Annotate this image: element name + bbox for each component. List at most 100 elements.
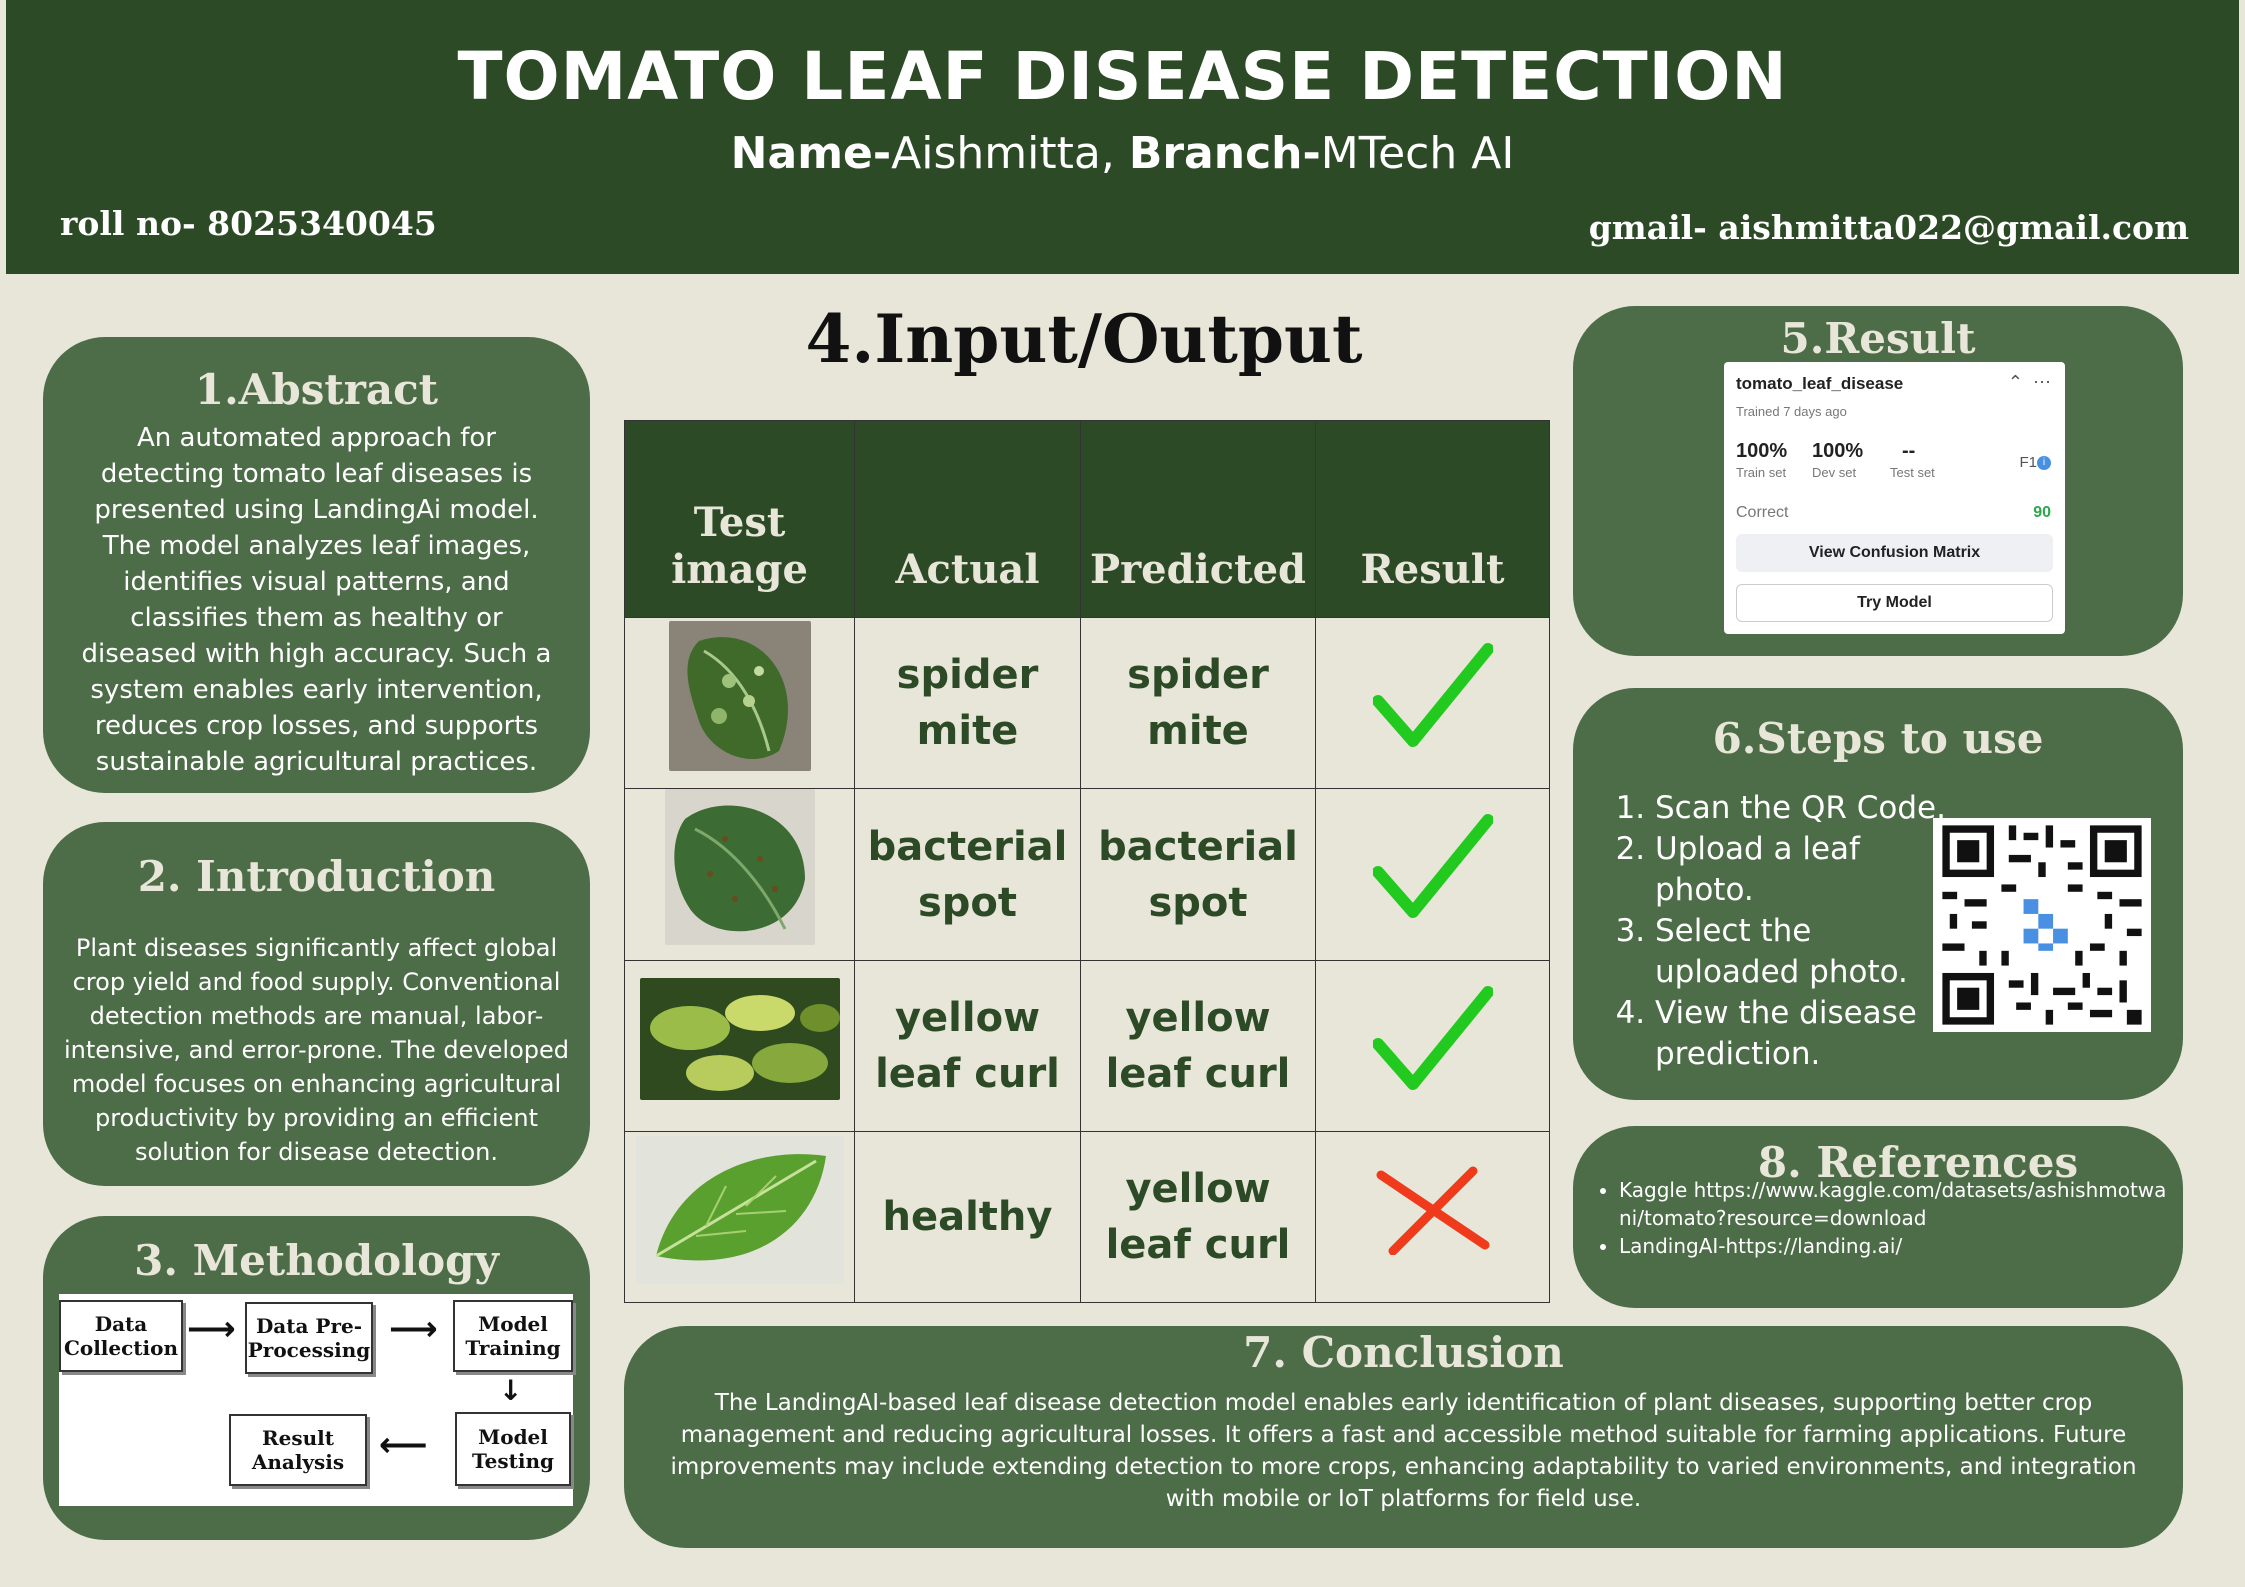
col-test-image: Test image (624, 420, 855, 618)
flow-step-model-testing: Model Testing (455, 1412, 571, 1486)
arrow-left-icon: ⟵ (379, 1425, 428, 1465)
list-item: View the disease prediction. (1655, 993, 1965, 1075)
roll-number: roll no- 8025340045 (60, 204, 437, 243)
list-item: Upload a leaf photo. (1655, 829, 1965, 911)
flow-step-model-training: Model Training (453, 1300, 573, 1372)
result-cell (1315, 788, 1550, 961)
steps-list: Scan the QR Code. Upload a leaf photo. S… (1615, 788, 1965, 1075)
col-predicted: Predicted (1080, 420, 1316, 618)
introduction-panel: 2. Introduction Plant diseases significa… (43, 822, 590, 1186)
test-image-cell (624, 1131, 855, 1303)
test-set-value: -- (1902, 440, 1916, 462)
abstract-title: 1.Abstract (194, 365, 439, 414)
table-row: bacterial spot bacterial spot (624, 788, 1550, 961)
branch-value: MTech AI (1320, 128, 1515, 179)
branch-label: Branch- (1128, 128, 1321, 179)
actual-cell: yellow leaf curl (854, 960, 1081, 1132)
header-banner: TOMATO LEAF DISEASE DETECTION Name-Aishm… (6, 0, 2239, 274)
list-item[interactable]: LandingAI-https://landing.ai/ (1619, 1232, 2179, 1260)
healthy-leaf-image (635, 1135, 844, 1284)
methodology-flowchart: Data Collection Data Pre-Processing Mode… (59, 1294, 573, 1506)
table-row: spider mite spider mite (624, 617, 1550, 789)
conclusion-text: The LandingAI-based leaf disease detecti… (670, 1390, 2137, 1512)
view-confusion-matrix-button[interactable]: View Confusion Matrix (1736, 534, 2053, 572)
arrow-down-icon: ↓ (499, 1374, 523, 1407)
table-row: yellow leaf curl yellow leaf curl (624, 960, 1550, 1132)
qr-code[interactable] (1933, 818, 2151, 1032)
test-image-cell (624, 617, 855, 789)
dev-set-metric: 100% Dev set (1812, 440, 1863, 480)
table-row: healthy yellow leaf curl (624, 1131, 1550, 1303)
model-card: tomato_leaf_disease ⌃ ⋯ Trained 7 days a… (1724, 362, 2065, 634)
abstract-text: An automated approach for detecting toma… (81, 423, 552, 777)
io-title: 4.Input/Output (805, 300, 1363, 378)
try-model-button[interactable]: Try Model (1736, 584, 2053, 622)
predicted-cell: yellow leaf curl (1080, 1131, 1316, 1303)
train-set-label: Train set (1736, 465, 1787, 480)
references-panel: 8. References Kaggle https://www.kaggle.… (1573, 1126, 2183, 1308)
chevron-up-icon[interactable]: ⌃ (2007, 372, 2023, 392)
actual-cell: spider mite (854, 617, 1081, 789)
arrow-right-icon: ⟶ (187, 1309, 236, 1349)
qr-code-icon (1935, 818, 2149, 1032)
f1-label: F1 i (2019, 454, 2051, 471)
references-title: 8. References (1757, 1138, 2079, 1187)
train-set-value: 100% (1736, 440, 1788, 462)
train-set-metric: 100% Train set (1736, 440, 1787, 480)
dev-set-value: 100% (1812, 440, 1864, 462)
correct-label: Correct (1736, 504, 1789, 521)
check-icon (1372, 814, 1493, 918)
dev-set-label: Dev set (1812, 465, 1857, 480)
more-options-icon[interactable]: ⋯ (2033, 372, 2051, 392)
flow-step-preprocessing: Data Pre-Processing (245, 1302, 373, 1374)
introduction-text: Plant diseases significantly affect glob… (64, 934, 569, 1166)
arrow-right-icon: ⟶ (389, 1309, 438, 1349)
references-list: Kaggle https://www.kaggle.com/datasets/a… (1589, 1176, 2179, 1260)
test-set-metric: -- Test set (1890, 440, 1935, 480)
name-value: Aishmitta, (891, 128, 1129, 179)
test-image-cell (624, 960, 855, 1132)
list-item: Scan the QR Code. (1655, 788, 1965, 829)
check-icon (1372, 642, 1493, 747)
list-item[interactable]: Kaggle https://www.kaggle.com/datasets/a… (1619, 1176, 2179, 1232)
result-title: 5.Result (1780, 314, 1976, 363)
steps-panel: 6.Steps to use Scan the QR Code. Upload … (1573, 688, 2183, 1100)
f1-text: F1 (2019, 454, 2037, 472)
methodology-panel: 3. Methodology Data Collection Data Pre-… (43, 1216, 590, 1540)
result-cell (1315, 960, 1550, 1132)
abstract-panel: 1.Abstract An automated approach for det… (43, 337, 590, 793)
spider-mite-leaf-image (668, 620, 811, 771)
check-icon (1372, 985, 1493, 1090)
poster-title: TOMATO LEAF DISEASE DETECTION (457, 38, 1788, 115)
name-label: Name- (730, 128, 892, 179)
result-panel: 5.Result tomato_leaf_disease ⌃ ⋯ Trained… (1573, 306, 2183, 656)
correct-value: 90 (2033, 504, 2051, 521)
flow-step-result-analysis: Result Analysis (229, 1414, 367, 1486)
predicted-cell: spider mite (1080, 617, 1316, 789)
methodology-title: 3. Methodology (134, 1236, 499, 1285)
yellow-leaf-curl-image (639, 977, 840, 1100)
io-header-row: Test image Actual Predicted Result (624, 420, 1550, 618)
predicted-cell: yellow leaf curl (1080, 960, 1316, 1132)
bacterial-spot-leaf-image (664, 789, 815, 945)
result-cell (1315, 617, 1550, 789)
test-image-cell (624, 788, 855, 961)
col-actual: Actual (854, 420, 1081, 618)
model-name: tomato_leaf_disease (1736, 374, 1904, 393)
result-cell (1315, 1131, 1550, 1303)
actual-cell: bacterial spot (854, 788, 1081, 961)
col-result: Result (1315, 420, 1550, 618)
io-table: Test image Actual Predicted Result spide… (624, 420, 1550, 1303)
info-icon[interactable]: i (2037, 456, 2051, 471)
predicted-cell: bacterial spot (1080, 788, 1316, 961)
gmail-address: gmail- aishmitta022@gmail.com (1588, 208, 2189, 247)
list-item: Select the uploaded photo. (1655, 911, 1965, 993)
test-set-label: Test set (1890, 465, 1935, 480)
conclusion-title: 7. Conclusion (1243, 1328, 1564, 1377)
author-line: Name-Aishmitta, Branch-MTech AI (6, 128, 2239, 179)
introduction-title: 2. Introduction (137, 852, 496, 901)
cross-icon (1376, 1166, 1489, 1255)
conclusion-panel: 7. Conclusion The LandingAI-based leaf d… (624, 1326, 2183, 1548)
trained-time: Trained 7 days ago (1736, 404, 1847, 419)
steps-title: 6.Steps to use (1712, 714, 2044, 763)
